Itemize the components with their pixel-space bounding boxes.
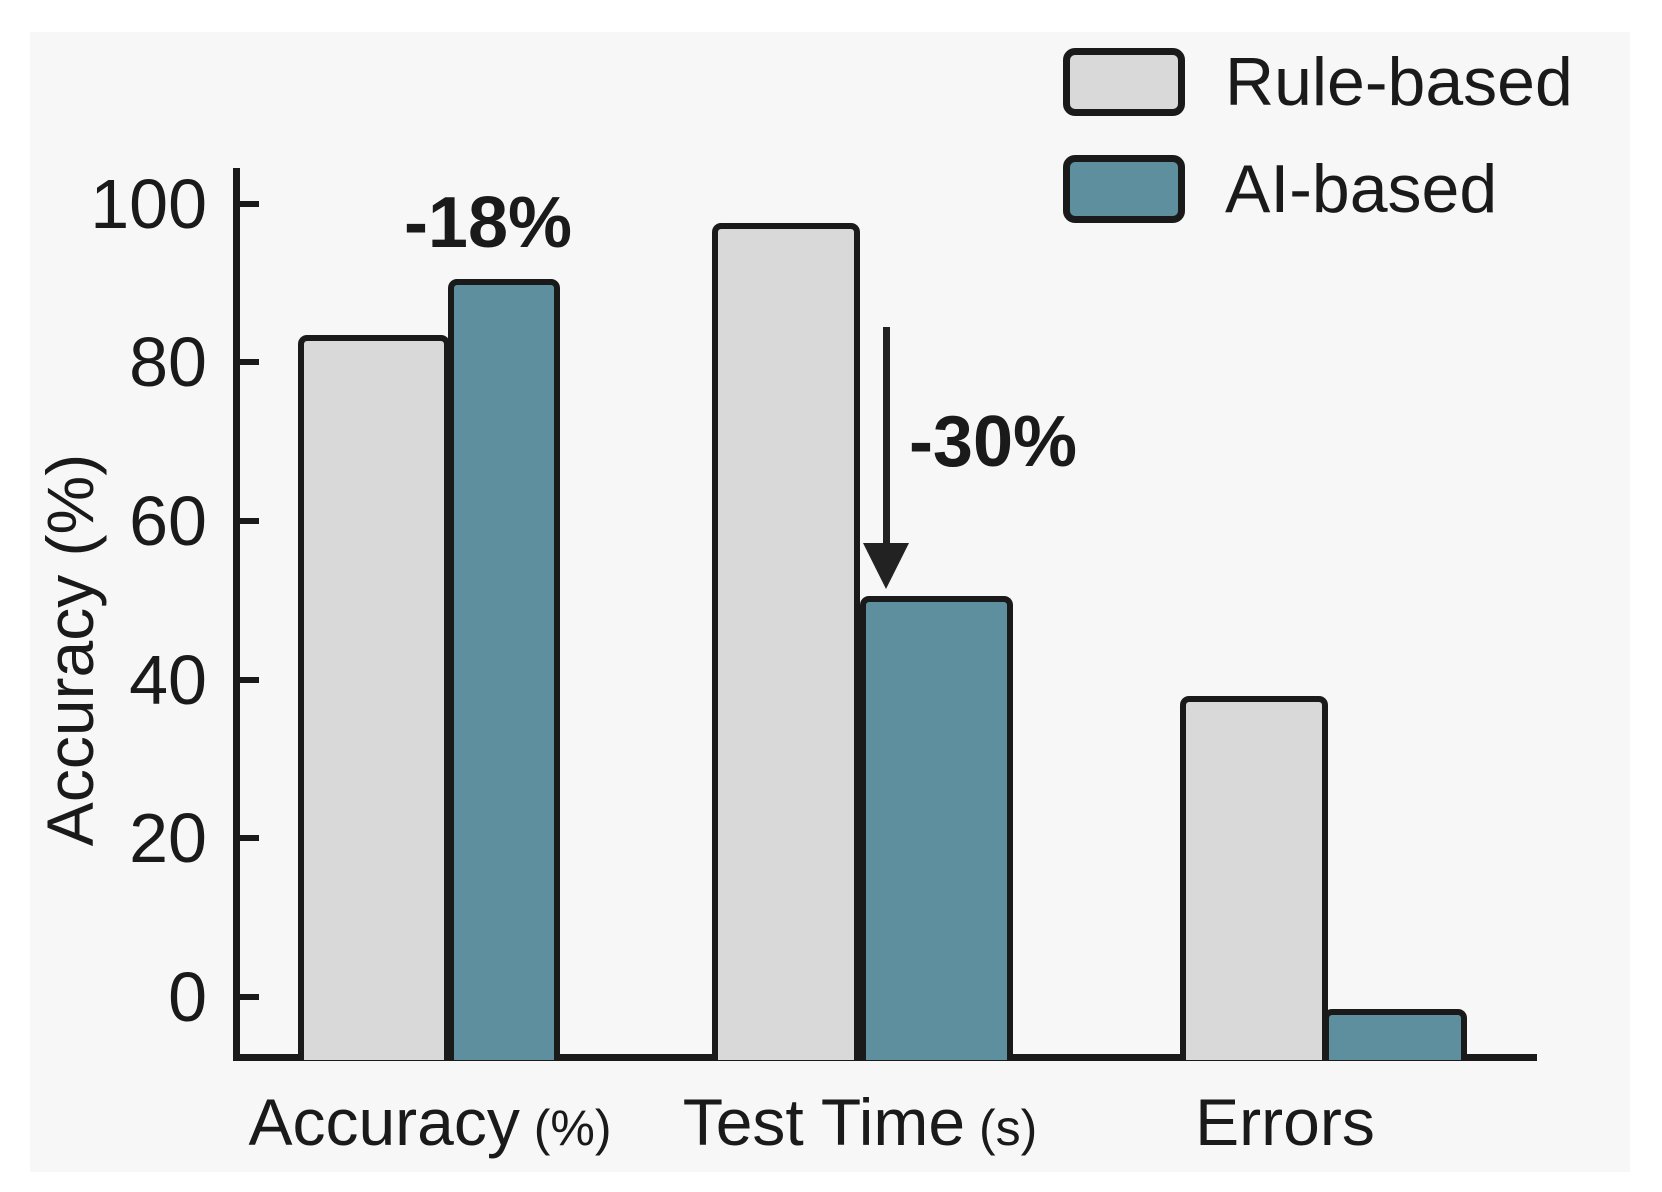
bar-rule-based-test-time [712, 223, 860, 1060]
y-tick-mark-40 [240, 676, 259, 683]
y-tick-mark-20 [240, 835, 259, 842]
x-category-label-text: Test Time [682, 1085, 966, 1159]
y-tick-label-100: 100 [90, 164, 207, 243]
y-tick-label-0: 0 [168, 958, 207, 1036]
y-tick-label-80: 80 [129, 323, 207, 402]
x-category-label-text: Errors [1195, 1085, 1375, 1159]
bar-ai-based-errors [1323, 1008, 1467, 1060]
y-tick-mark-0 [240, 994, 259, 1000]
bar-rule-based-accuracy [298, 334, 450, 1060]
y-tick-label-60: 60 [129, 481, 207, 560]
x-category-label-accuracy: Accuracy (%) [150, 1084, 710, 1160]
down-arrow-shaft [883, 327, 890, 545]
legend-label-rule-based: Rule-based [1225, 44, 1573, 120]
x-category-label-text: Accuracy [248, 1085, 520, 1159]
bar-rule-based-errors [1180, 695, 1328, 1060]
x-category-label-errors: Errors [1005, 1084, 1565, 1160]
annotation-18: -18% [403, 183, 573, 263]
y-tick-label-40: 40 [129, 640, 207, 719]
down-arrow-head-icon [863, 543, 909, 589]
x-category-label-suffix: (s) [965, 1100, 1038, 1156]
y-axis [233, 168, 240, 1061]
y-tick-label-20: 20 [129, 799, 207, 878]
bar-ai-based-test-time [860, 596, 1013, 1060]
x-category-label-suffix: (%) [519, 1100, 612, 1156]
legend-swatch-ai-based [1063, 155, 1185, 223]
legend-swatch-rule-based [1063, 48, 1185, 116]
annotation-30: -30% [908, 402, 1078, 482]
x-category-label-test-time: Test Time (s) [580, 1084, 1140, 1160]
y-axis-title: Accuracy (%) [33, 453, 107, 847]
y-tick-mark-80 [240, 359, 259, 366]
y-tick-mark-60 [240, 517, 259, 524]
bar-ai-based-accuracy [448, 278, 560, 1060]
y-tick-mark-100 [240, 200, 259, 207]
legend-label-ai-based: AI-based [1225, 151, 1498, 227]
